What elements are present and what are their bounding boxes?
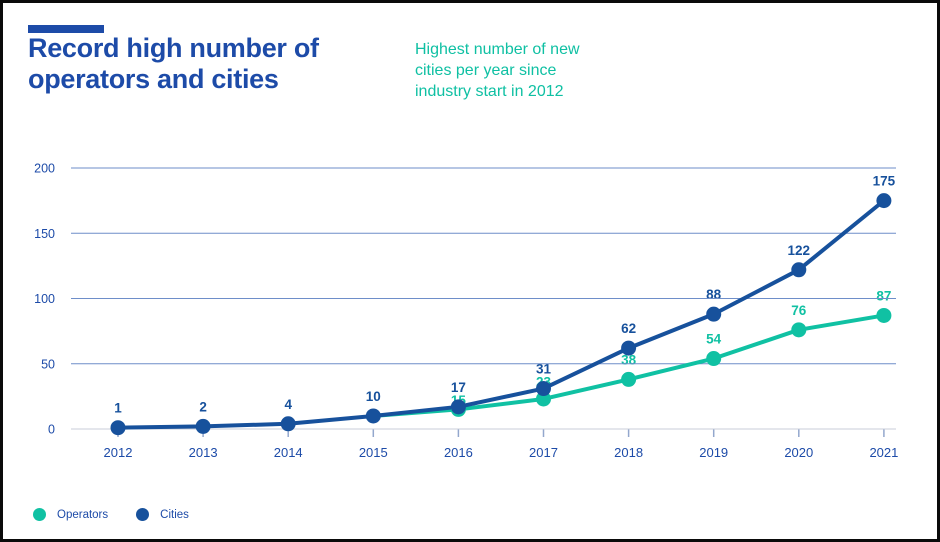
y-axis-label-150: 150 bbox=[34, 227, 55, 241]
y-axis-label-200: 200 bbox=[34, 162, 55, 176]
page-subtitle-line-3: industry start in 2012 bbox=[415, 83, 564, 100]
title-accent-bar bbox=[28, 25, 104, 33]
page-title-line-1: Record high number of bbox=[28, 33, 319, 63]
cities-point-2018 bbox=[621, 340, 637, 356]
cities-value-label-2013: 2 bbox=[199, 399, 207, 414]
x-axis-label-2015: 2015 bbox=[359, 445, 388, 460]
cities-value-label-2018: 62 bbox=[621, 321, 636, 336]
cities-point-2014 bbox=[280, 416, 296, 432]
cities-point-2012 bbox=[110, 420, 126, 436]
page-subtitle-line-1: Highest number of new bbox=[415, 41, 580, 58]
cities-value-label-2021: 175 bbox=[873, 174, 896, 189]
cities-point-2013 bbox=[195, 418, 211, 434]
x-axis-label-2018: 2018 bbox=[614, 445, 643, 460]
y-axis-label-100: 100 bbox=[34, 292, 55, 306]
cities-value-label-2019: 88 bbox=[706, 287, 722, 302]
cities-value-label-2012: 1 bbox=[114, 401, 122, 416]
x-axis-label-2020: 2020 bbox=[784, 445, 813, 460]
page-title: Record high number of operators and citi… bbox=[28, 33, 408, 95]
y-axis-label-0: 0 bbox=[48, 423, 55, 437]
legend-item-cities: Cities bbox=[136, 508, 189, 521]
x-axis-label-2013: 2013 bbox=[189, 445, 218, 460]
operators-point-2020 bbox=[791, 322, 807, 338]
cities-point-2015 bbox=[365, 408, 381, 424]
legend-label-operators: Operators bbox=[57, 508, 109, 521]
cities-point-2020 bbox=[791, 262, 807, 278]
operators-point-2019 bbox=[706, 351, 722, 367]
page-subtitle-line-2: cities per year since bbox=[415, 62, 557, 79]
operators-point-2017 bbox=[536, 391, 551, 407]
x-axis-label-2016: 2016 bbox=[444, 445, 473, 460]
cities-value-label-2017: 31 bbox=[536, 362, 552, 377]
x-axis-label-2021: 2021 bbox=[869, 445, 898, 460]
x-axis-label-2014: 2014 bbox=[274, 445, 303, 460]
chart-legend: Operators Cities bbox=[33, 508, 189, 521]
operators-dot-icon bbox=[33, 508, 46, 521]
cities-point-2017 bbox=[536, 381, 551, 397]
operators-value-label-2020: 76 bbox=[791, 303, 807, 318]
cities-dot-icon bbox=[136, 508, 150, 521]
legend-label-cities: Cities bbox=[160, 508, 189, 521]
operators-point-2018 bbox=[621, 371, 637, 387]
operators-value-label-2021: 87 bbox=[876, 288, 891, 303]
cities-value-label-2016: 17 bbox=[451, 380, 466, 395]
legend-item-operators: Operators bbox=[33, 508, 108, 521]
cities-value-label-2020: 122 bbox=[788, 243, 811, 258]
cities-value-label-2015: 10 bbox=[366, 389, 381, 404]
x-axis-label-2017: 2017 bbox=[529, 445, 558, 460]
cities-point-2019 bbox=[706, 306, 722, 322]
operators-point-2021 bbox=[876, 307, 892, 323]
line-chart: 0 50 100 150 200 2012 2013 2014 2015 2016 2017 2018… bbox=[34, 162, 898, 461]
x-axis-label-2012: 2012 bbox=[104, 445, 133, 460]
cities-value-label-2014: 4 bbox=[284, 397, 292, 412]
y-axis-label-50: 50 bbox=[41, 357, 55, 371]
cities-point-2021 bbox=[876, 193, 892, 209]
cities-line bbox=[116, 198, 886, 430]
cities-point-2016 bbox=[450, 399, 466, 415]
page-title-line-2: operators and cities bbox=[28, 64, 279, 94]
x-axis-label-2019: 2019 bbox=[699, 445, 728, 460]
operators-value-label-2019: 54 bbox=[706, 332, 722, 347]
page-subtitle: Highest number of new cities per year si… bbox=[415, 39, 655, 102]
